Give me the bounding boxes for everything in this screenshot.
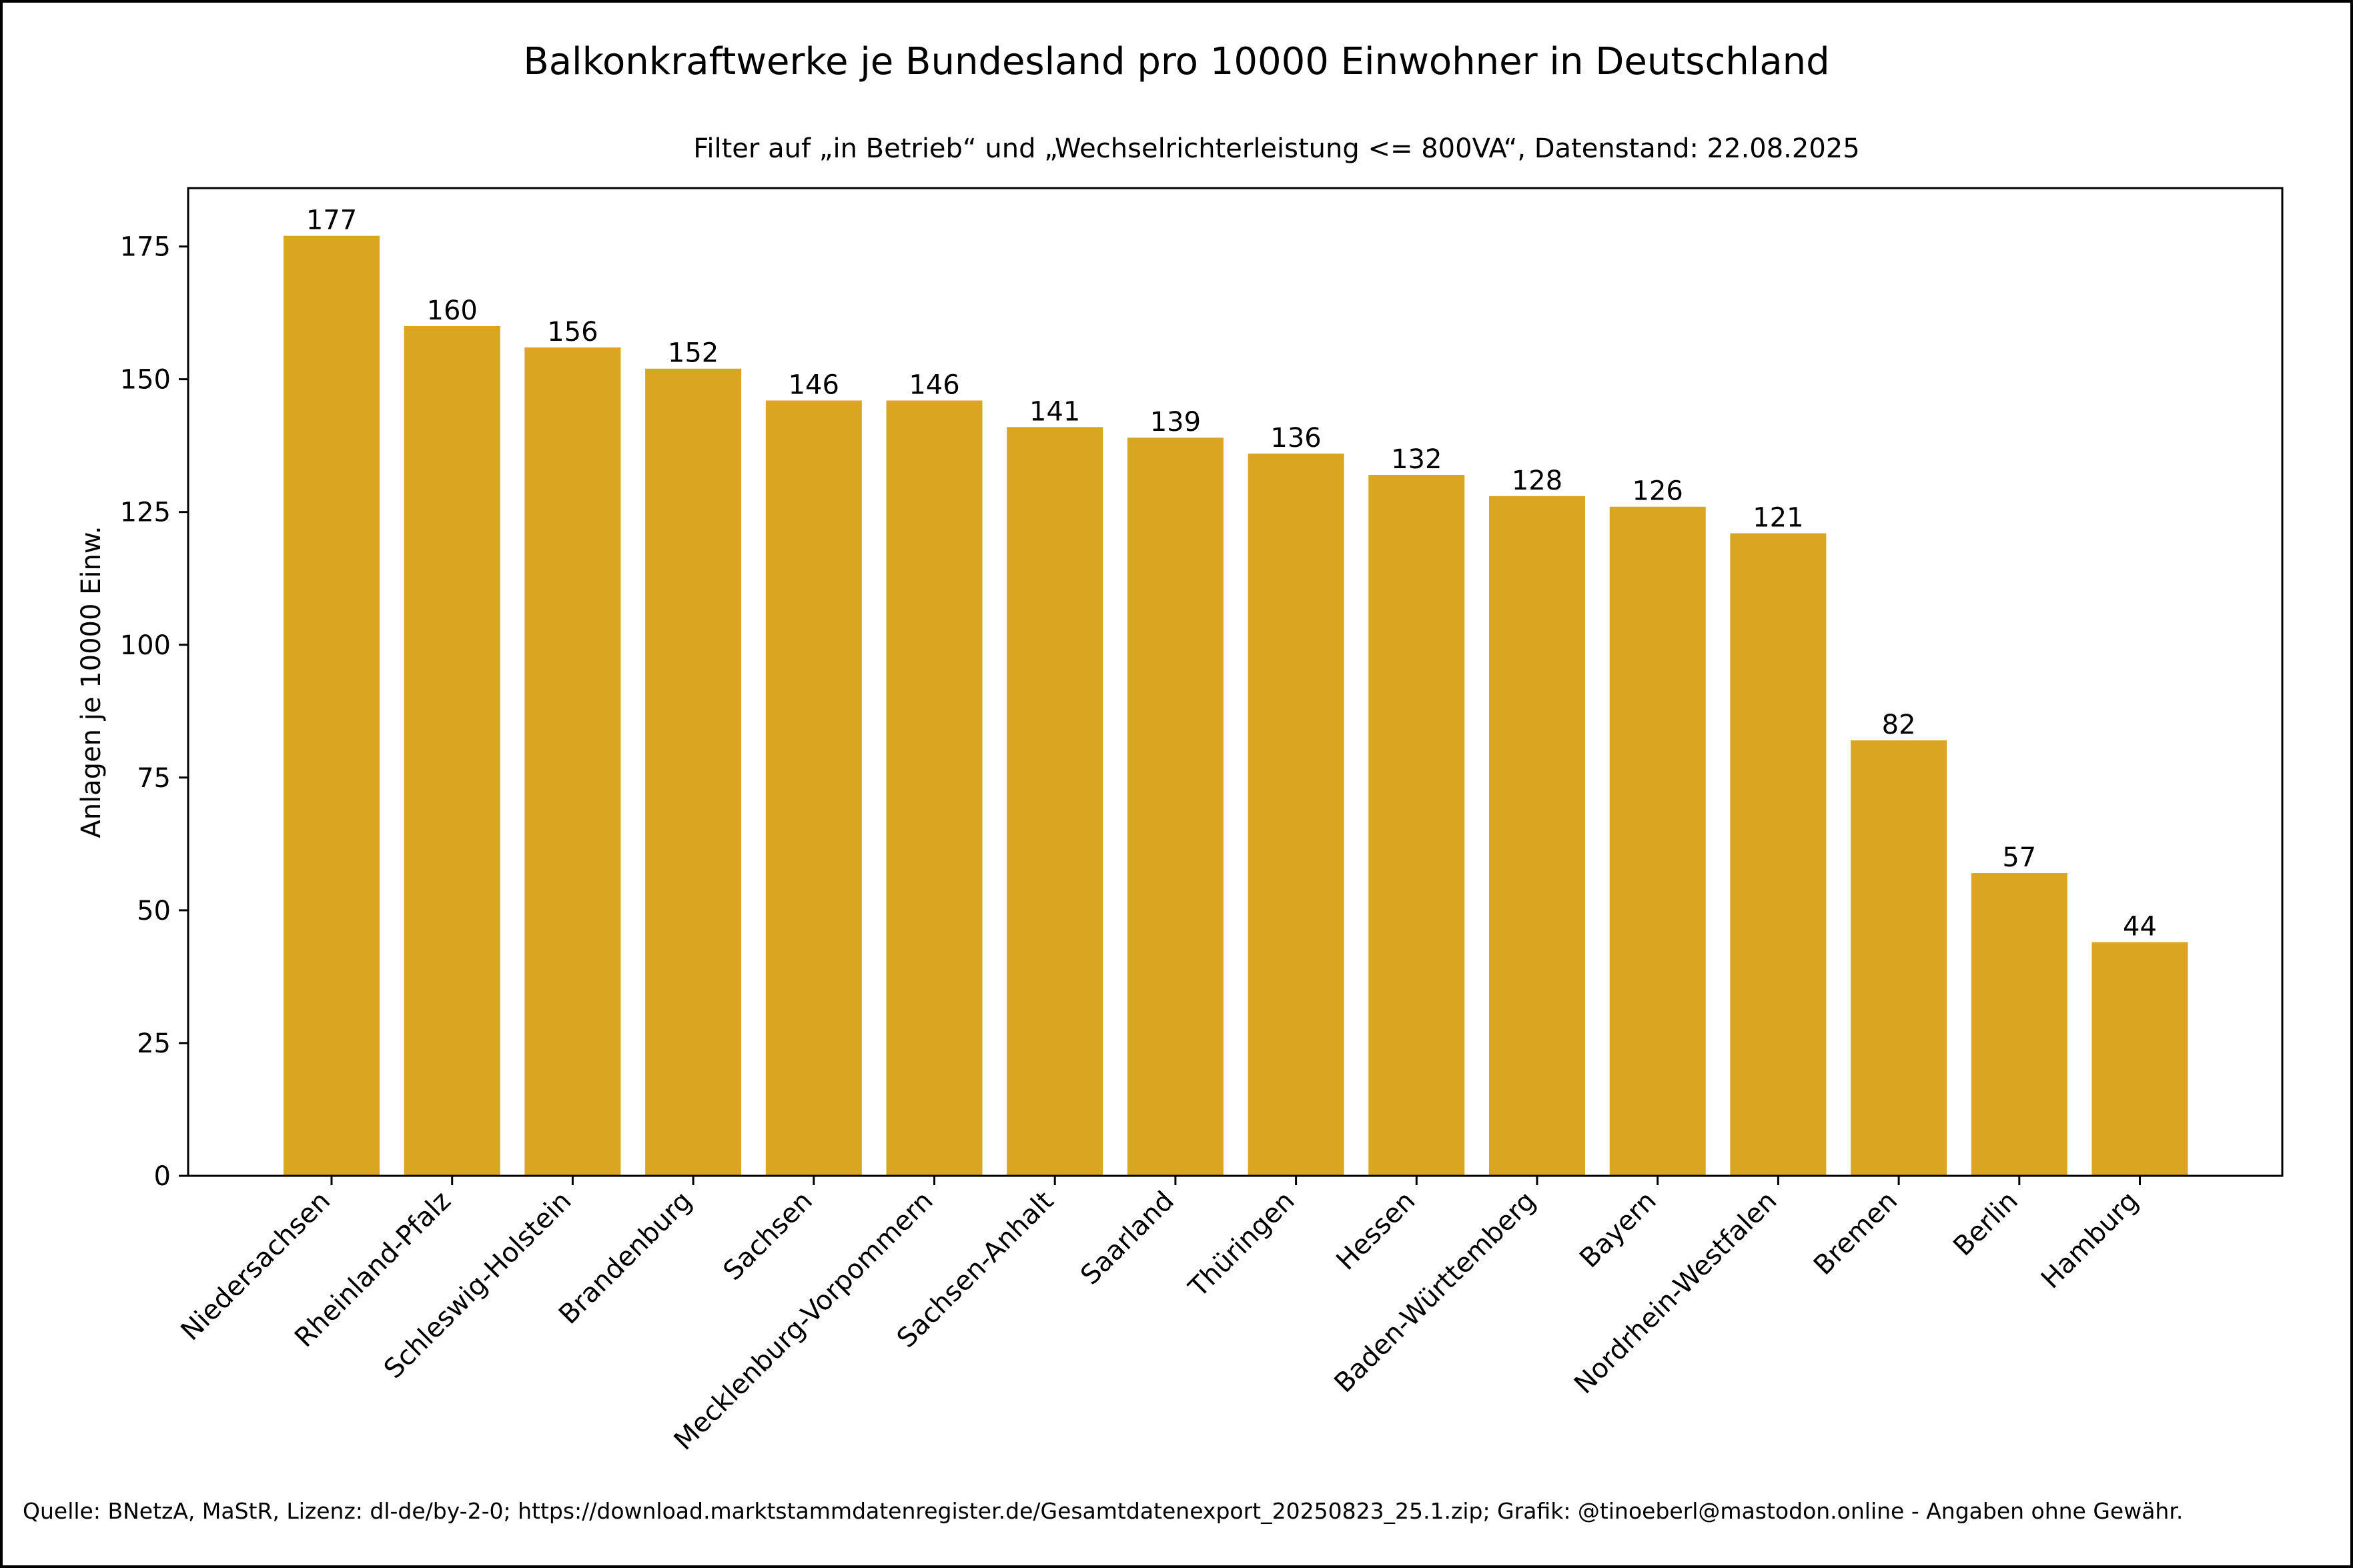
- y-tick-label-1: 25: [137, 1028, 171, 1059]
- x-tick-label-13: Bremen: [1808, 1186, 1903, 1281]
- data-label-0: 177: [306, 205, 357, 236]
- bar-3: [645, 368, 742, 1176]
- data-label-12: 121: [1753, 503, 1803, 534]
- x-tick-label-11: Bayern: [1574, 1186, 1662, 1274]
- data-label-6: 141: [1029, 396, 1080, 427]
- bar-1: [404, 326, 500, 1177]
- data-label-14: 57: [2002, 842, 2036, 873]
- x-tick-label-10: Baden-Württemberg: [1328, 1186, 1542, 1399]
- bar-6: [1007, 427, 1103, 1177]
- bar-9: [1368, 474, 1465, 1176]
- data-label-15: 44: [2123, 912, 2157, 942]
- bar-7: [1127, 438, 1224, 1176]
- data-label-3: 152: [668, 338, 719, 369]
- y-tick-label-2: 50: [137, 896, 171, 926]
- x-tick-label-4: Sachsen: [718, 1186, 819, 1287]
- bar-0: [284, 235, 380, 1177]
- y-tick-label-7: 175: [120, 232, 171, 263]
- y-tick-label-0: 0: [154, 1161, 171, 1192]
- chart-subtitle: Filter auf „in Betrieb“ und „Wechselrich…: [693, 133, 1860, 164]
- data-label-11: 126: [1632, 476, 1683, 507]
- x-tick-label-12: Nordrhein-Westfalen: [1568, 1186, 1783, 1400]
- data-label-10: 128: [1512, 466, 1562, 496]
- data-label-5: 146: [909, 369, 959, 400]
- bar-10: [1489, 496, 1585, 1176]
- bar-13: [1851, 740, 1947, 1176]
- data-label-4: 146: [789, 369, 839, 400]
- x-tick-label-5: Mecklenburg-Vorpommern: [668, 1186, 939, 1457]
- data-label-2: 156: [547, 317, 598, 347]
- bar-11: [1609, 506, 1706, 1176]
- data-label-9: 132: [1391, 444, 1442, 475]
- y-tick-label-4: 100: [120, 630, 171, 661]
- bar-15: [2091, 942, 2188, 1176]
- bar-12: [1730, 533, 1827, 1176]
- y-tick-label-6: 150: [120, 365, 171, 396]
- y-tick-label-5: 125: [120, 498, 171, 528]
- bar-8: [1248, 454, 1344, 1176]
- bar-2: [524, 347, 621, 1176]
- data-label-8: 136: [1270, 423, 1321, 454]
- bar-4: [765, 400, 862, 1176]
- data-label-1: 160: [427, 295, 478, 326]
- x-tick-label-14: Berlin: [1947, 1186, 2024, 1263]
- plot-area-border: [187, 187, 2284, 1177]
- bar-14: [1971, 873, 2067, 1176]
- y-axis-label: Anlagen je 10000 Einw.: [76, 526, 107, 838]
- data-label-13: 82: [1882, 710, 1916, 740]
- chart-title: Balkonkraftwerke je Bundesland pro 10000…: [523, 40, 1830, 83]
- x-tick-label-9: Hessen: [1330, 1186, 1421, 1277]
- source-footer: Quelle: BNetzA, MaStR, Lizenz: dl-de/by-…: [23, 1498, 2184, 1524]
- data-label-7: 139: [1150, 407, 1201, 438]
- y-tick-label-3: 75: [137, 763, 171, 794]
- bar-5: [886, 400, 983, 1176]
- x-tick-label-8: Thüringen: [1183, 1186, 1301, 1304]
- x-tick-label-7: Saarland: [1075, 1186, 1180, 1291]
- x-tick-label-15: Hamburg: [2035, 1186, 2145, 1295]
